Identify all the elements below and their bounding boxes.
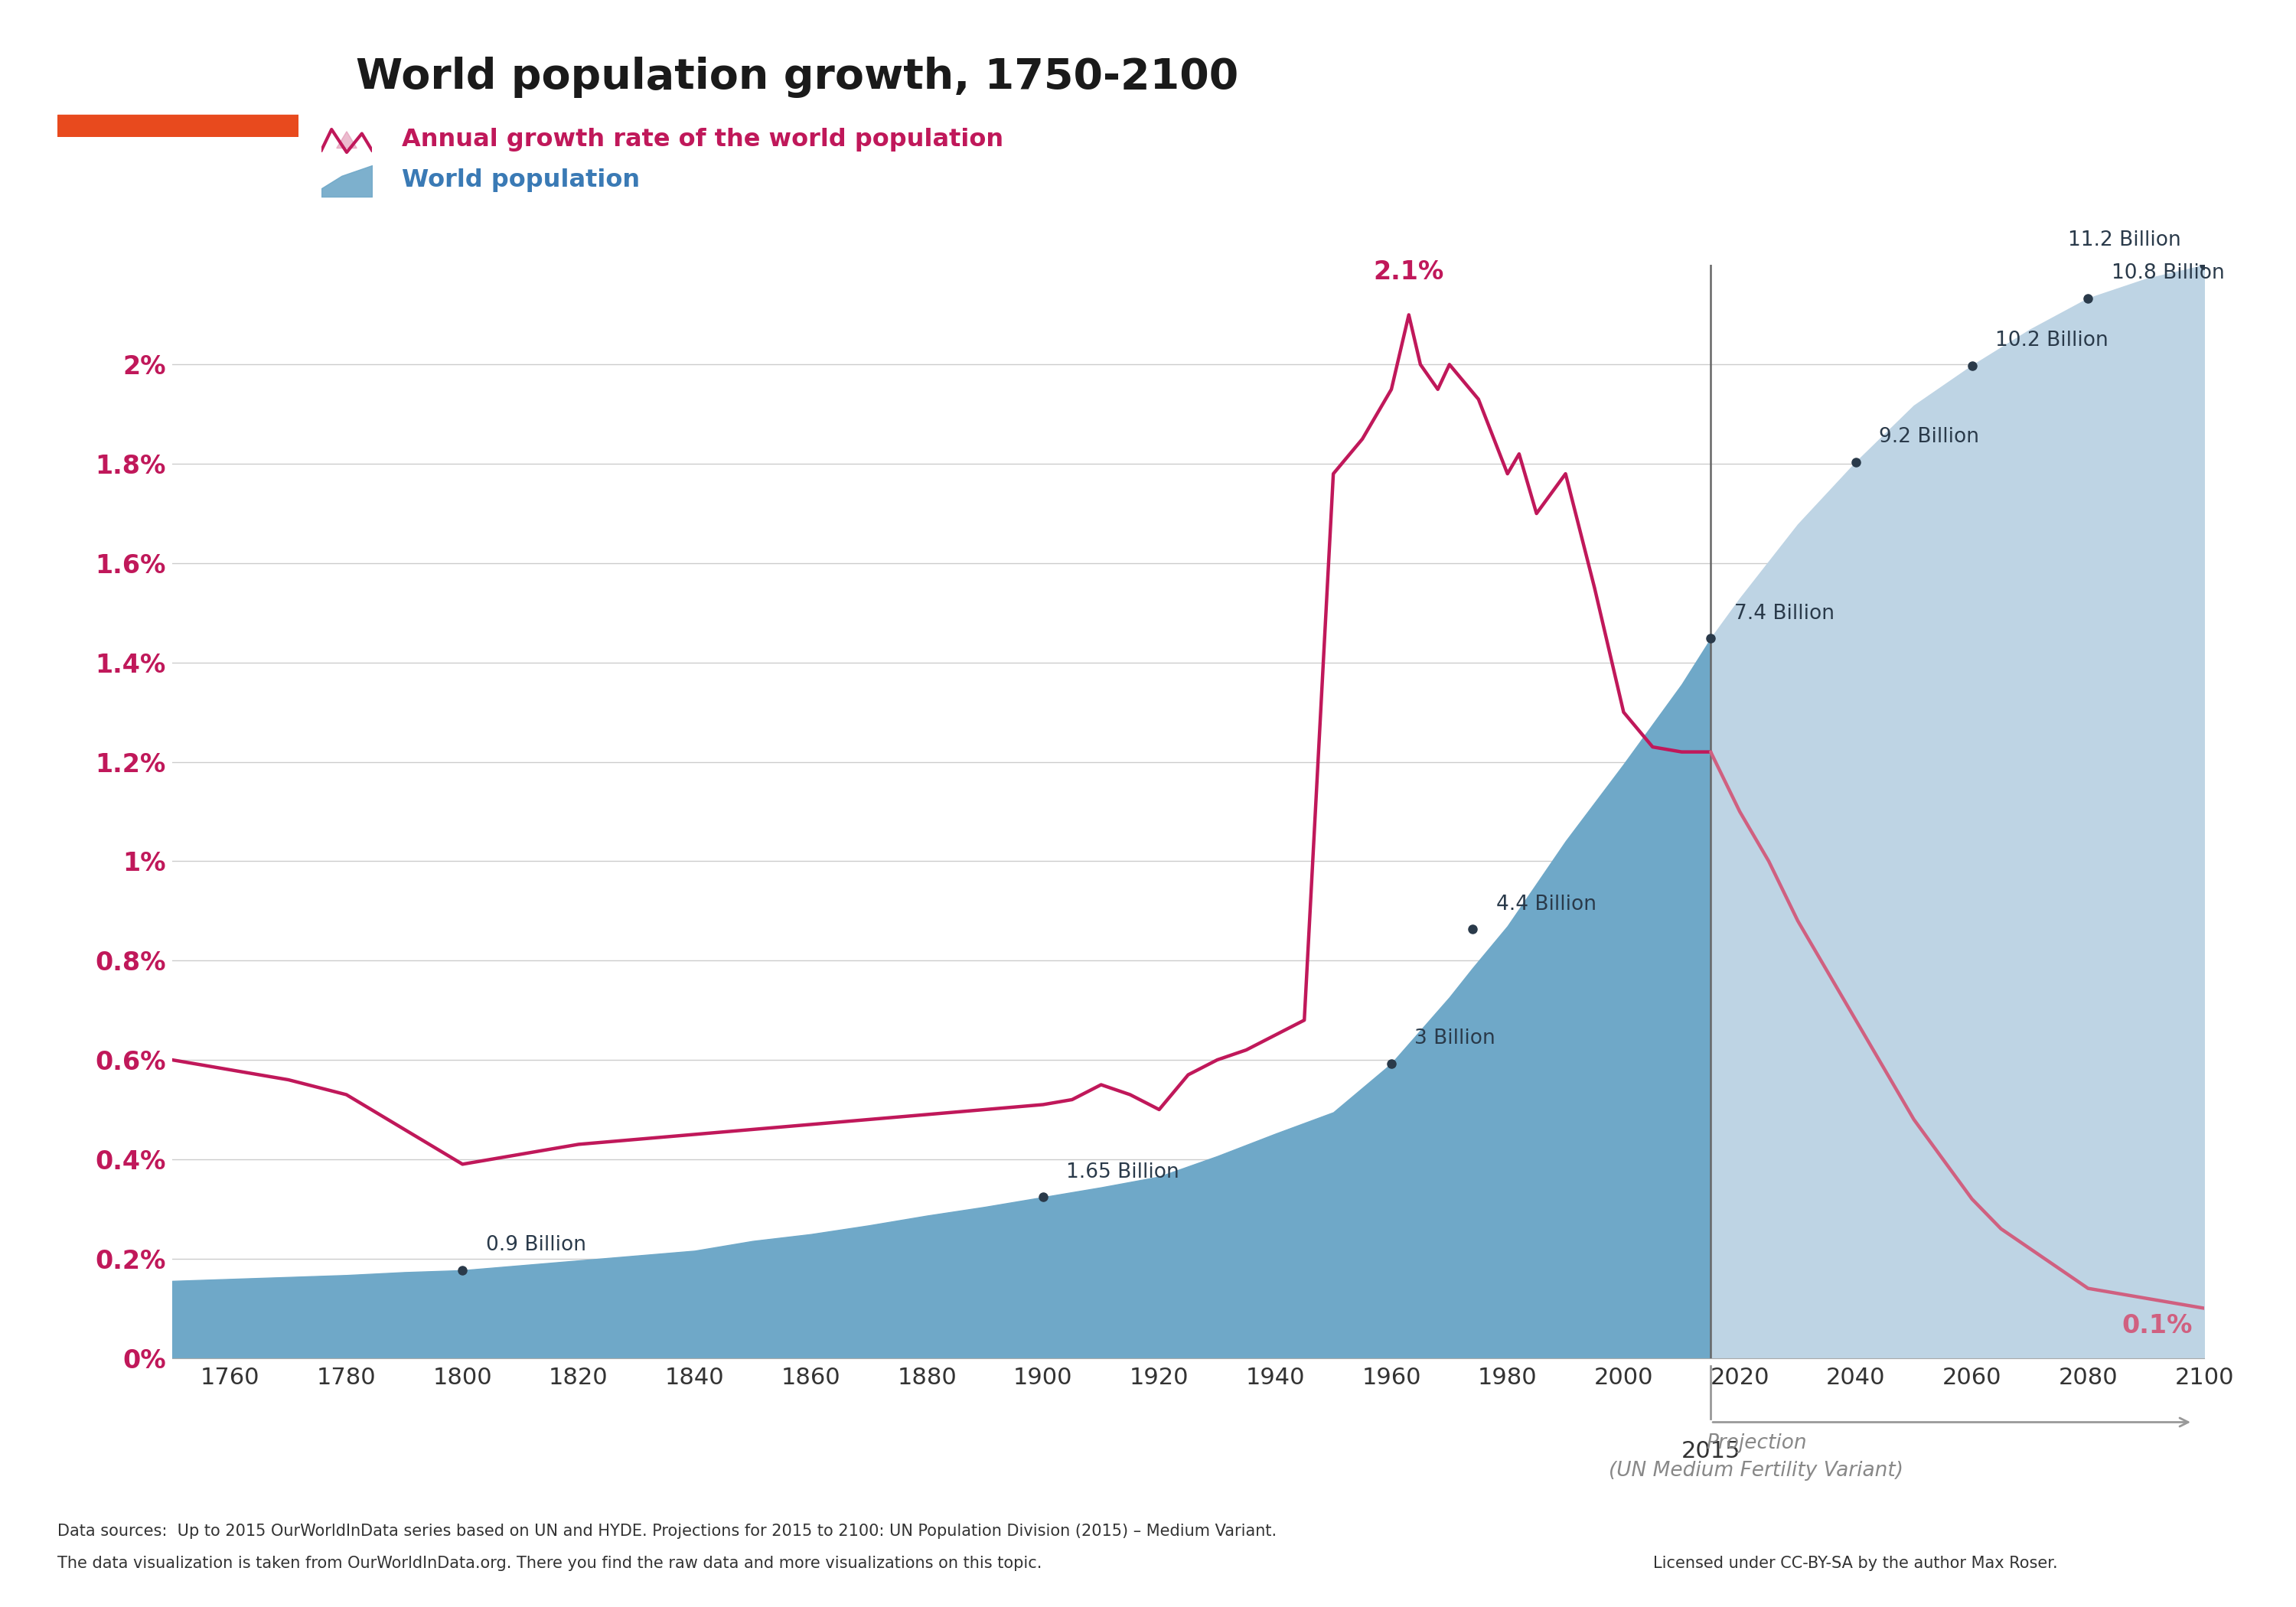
Text: 10.2 Billion: 10.2 Billion [1995, 331, 2108, 350]
Text: 0.9 Billion: 0.9 Billion [487, 1236, 585, 1255]
Text: Annual growth rate of the world population: Annual growth rate of the world populati… [402, 129, 1003, 151]
Text: World population growth, 1750-2100: World population growth, 1750-2100 [356, 56, 1238, 98]
Text: 2015: 2015 [1681, 1440, 1740, 1462]
Text: Data sources:  Up to 2015 OurWorldInData series based on UN and HYDE. Projection: Data sources: Up to 2015 OurWorldInData … [57, 1523, 1277, 1540]
Text: 9.2 Billion: 9.2 Billion [1878, 427, 1979, 447]
Bar [57, 116, 298, 137]
Text: 10.8 Billion: 10.8 Billion [2112, 264, 2225, 283]
Text: Projection
(UN Medium Fertility Variant): Projection (UN Medium Fertility Variant) [1609, 1433, 1903, 1482]
Text: 2.1%: 2.1% [1373, 260, 1444, 284]
Polygon shape [338, 132, 356, 148]
Text: Licensed under CC-BY-SA by the author Max Roser.: Licensed under CC-BY-SA by the author Ma… [1653, 1556, 2057, 1572]
Text: 3 Billion: 3 Billion [1414, 1028, 1495, 1049]
Text: Our World
in Data: Our World in Data [124, 39, 232, 80]
Text: 11.2 Billion: 11.2 Billion [2069, 230, 2181, 251]
Text: 7.4 Billion: 7.4 Billion [1733, 604, 1835, 624]
Text: 0.1%: 0.1% [2122, 1313, 2193, 1339]
Text: 4.4 Billion: 4.4 Billion [1497, 893, 1596, 914]
Text: The data visualization is taken from OurWorldInData.org. There you find the raw : The data visualization is taken from Our… [57, 1556, 1042, 1572]
Text: 1.65 Billion: 1.65 Billion [1065, 1162, 1180, 1183]
Text: World population: World population [402, 169, 641, 191]
